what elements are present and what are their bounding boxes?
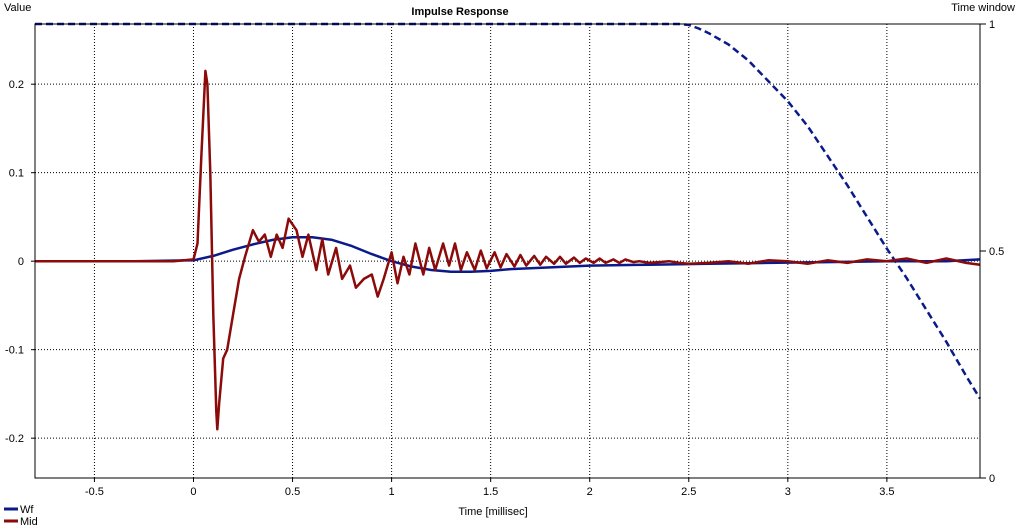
legend: Wf Mid [4, 504, 38, 528]
y-tick-label: -0.1 [5, 345, 24, 357]
x-tick-label: 2 [587, 486, 593, 498]
x-tick-label: 3.5 [879, 486, 894, 498]
y2-tick-label: 0 [989, 473, 995, 485]
x-axis-label: Time [millisec] [458, 506, 527, 518]
y-tick-label: 0 [18, 256, 24, 268]
y2-axis-label: Time window [951, 2, 1015, 14]
y2-tick-label: 0.5 [989, 246, 1004, 258]
y-tick-label: 0.1 [9, 168, 24, 180]
y-axis-label: Value [4, 2, 31, 14]
x-tick-label: 0.5 [285, 486, 300, 498]
x-tick-label: 1.5 [483, 486, 498, 498]
series-time-window-line [35, 22, 982, 400]
chart-title: Impulse Response [411, 6, 508, 18]
y-tick-label: 0.2 [9, 79, 24, 91]
x-tick-label: 0 [190, 486, 196, 498]
x-tick-label: 2.5 [681, 486, 696, 498]
x-tick-label: 3 [785, 486, 791, 498]
x-tick-label: -0.5 [85, 486, 104, 498]
series-mid-line [35, 69, 981, 431]
y2-tick-label: 1 [989, 19, 995, 31]
legend-label-mid: Mid [20, 516, 38, 528]
x-tick-label: 1 [389, 486, 395, 498]
y-tick-label: -0.2 [5, 433, 24, 445]
axis-ticks: -0.5 0 0.5 1 1.5 2 2.5 3 3.5 0.2 0.1 0 -0.1 -0.2 1 0.5 0 [5, 19, 1004, 498]
plot-frame [34, 23, 981, 479]
series-lines [35, 22, 982, 431]
legend-label-wf: Wf [20, 504, 34, 516]
grid [35, 24, 980, 478]
